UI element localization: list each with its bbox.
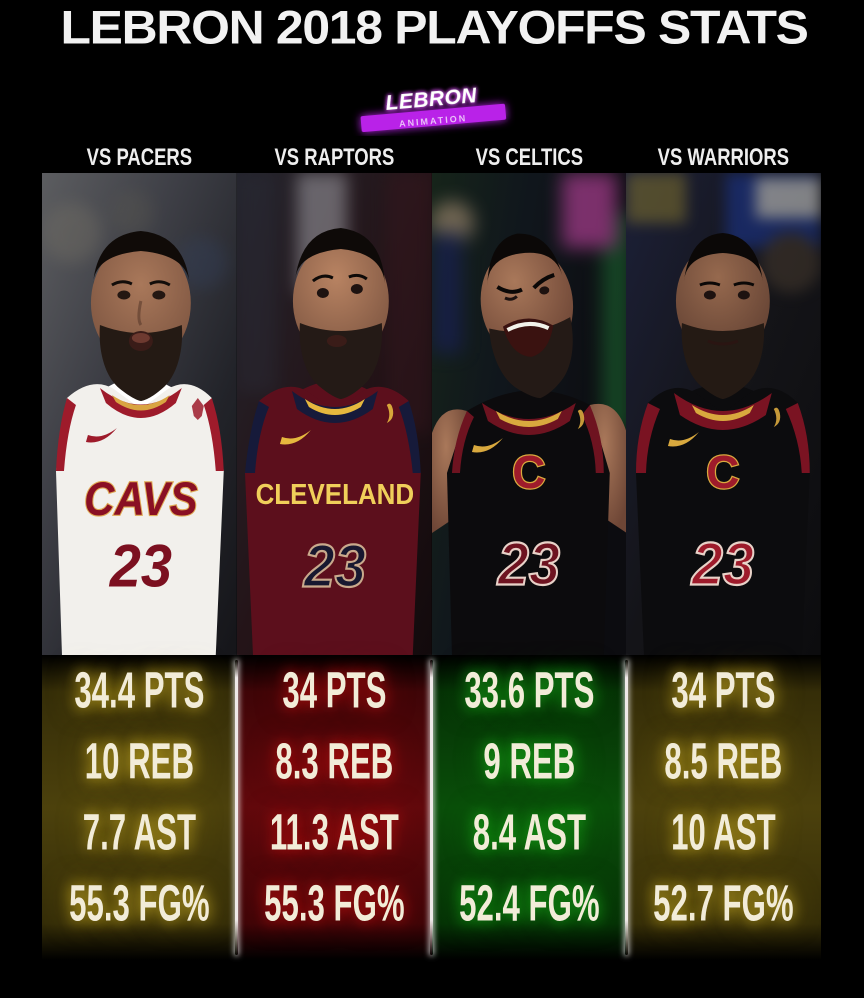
svg-text:CLEVELAND: CLEVELAND — [255, 478, 414, 510]
svg-text:C: C — [512, 446, 545, 498]
svg-text:CAVS: CAVS — [84, 474, 198, 526]
svg-text:23: 23 — [303, 532, 366, 599]
svg-text:23: 23 — [496, 530, 559, 597]
svg-text:C: C — [707, 446, 740, 498]
svg-text:23: 23 — [109, 532, 172, 599]
svg-text:23: 23 — [691, 530, 754, 597]
